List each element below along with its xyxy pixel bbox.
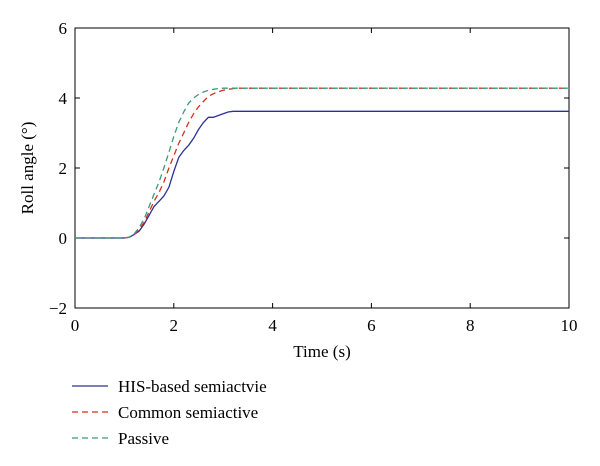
legend-label-2: Common semiactive — [118, 403, 258, 422]
series-line-3 — [75, 87, 569, 239]
y-tick-label: 4 — [59, 89, 68, 108]
x-tick-label: 8 — [466, 316, 475, 335]
y-tick-label: 2 — [59, 159, 68, 178]
series-line-1 — [75, 110, 569, 239]
x-axis-ticks: 0 2 4 6 8 10 — [71, 28, 578, 335]
y-axis-label: Roll angle (°) — [18, 122, 37, 215]
legend-label-3: Passive — [118, 429, 169, 448]
series-lines — [75, 87, 569, 239]
legend: HIS-based semiactvie Common semiactive Pas… — [72, 377, 267, 448]
axes-frame — [74, 27, 570, 309]
x-tick-label: 6 — [367, 316, 376, 335]
y-tick-label: −2 — [49, 299, 67, 318]
x-tick-label: 4 — [268, 316, 277, 335]
y-tick-label: 0 — [59, 229, 68, 248]
y-tick-label: 6 — [59, 19, 68, 38]
legend-label-1: HIS-based semiactvie — [118, 377, 267, 396]
y-axis-ticks: −2 0 2 4 6 — [49, 19, 569, 318]
x-tick-label: 2 — [170, 316, 179, 335]
x-tick-label: 0 — [71, 316, 80, 335]
x-axis-label: Time (s) — [293, 342, 350, 361]
x-tick-label: 10 — [561, 316, 578, 335]
